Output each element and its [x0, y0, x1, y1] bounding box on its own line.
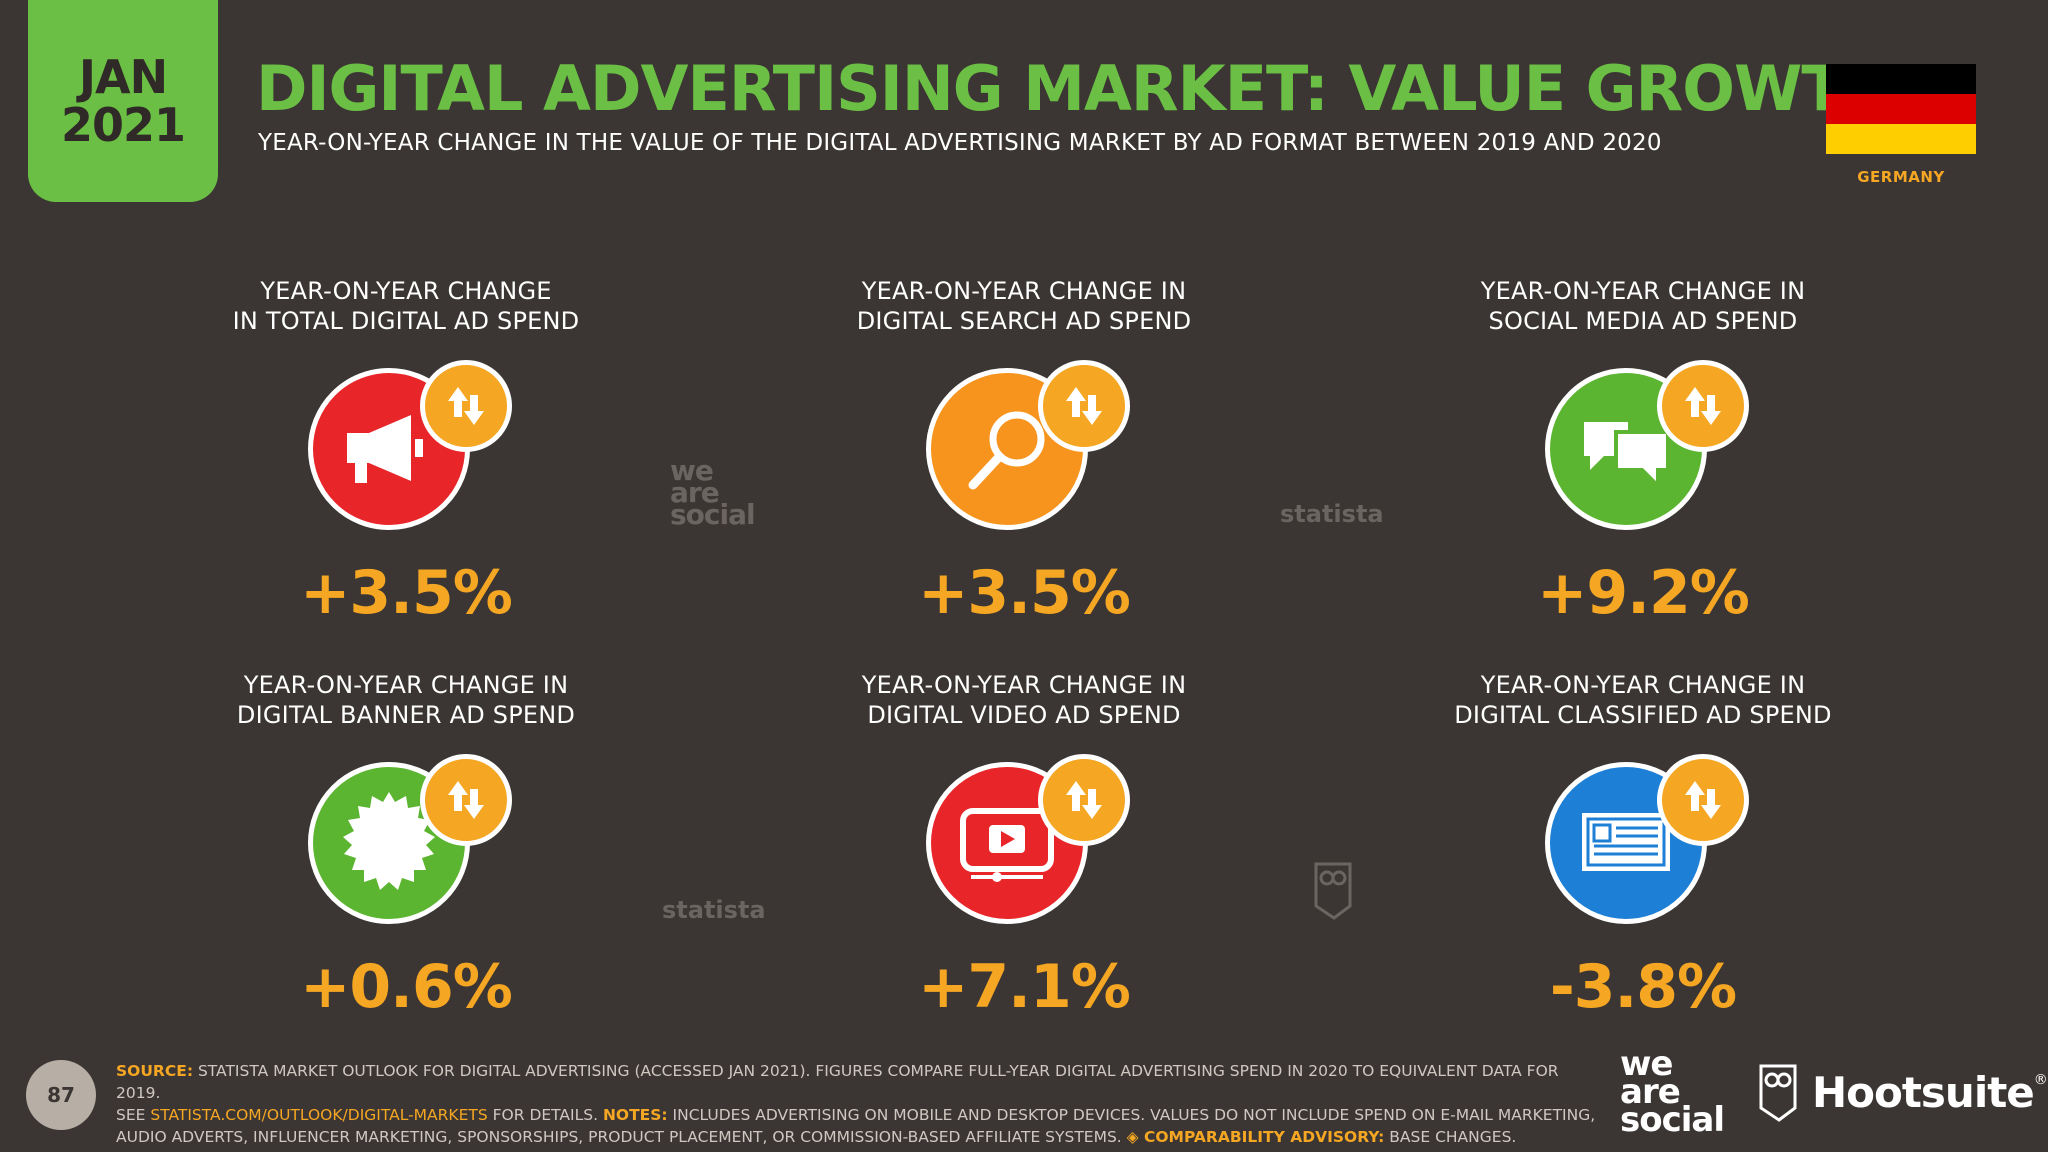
date-badge: JAN 2021 — [28, 0, 218, 202]
card-banner: YEAR-ON-YEAR CHANGE IN DIGITAL BANNER AD … — [186, 670, 626, 1022]
card-icon-group — [1533, 754, 1753, 934]
card-icon-group — [296, 360, 516, 540]
card-icon-group — [914, 360, 1134, 540]
country-label: GERMANY — [1857, 168, 1945, 186]
date-month: JAN — [78, 49, 168, 104]
notes-label: NOTES: — [602, 1106, 668, 1124]
card-value: +9.2% — [1537, 558, 1750, 628]
card-value: +0.6% — [300, 952, 513, 1022]
card-value: -3.8% — [1549, 952, 1737, 1022]
card-label: YEAR-ON-YEAR CHANGE IN DIGITAL VIDEO AD S… — [861, 671, 1187, 729]
footer-source: SOURCE: STATISTA MARKET OUTLOOK FOR DIGI… — [116, 1062, 1596, 1146]
advisory-label: ◈ COMPARABILITY ADVISORY: — [1126, 1128, 1385, 1146]
germany-flag-icon — [1826, 64, 1976, 154]
up-down-arrows-icon — [420, 360, 512, 452]
we-are-social-logo: we are social — [1620, 1044, 1725, 1140]
card-label: YEAR-ON-YEAR CHANGE IN DIGITAL CLASSIFIED… — [1454, 671, 1832, 729]
card-icon-group — [296, 754, 516, 934]
card-value: +3.5% — [918, 558, 1131, 628]
watermark-statista-1: statista — [1280, 500, 1384, 528]
card-value: +3.5% — [300, 558, 513, 628]
source-text: STATISTA MARKET OUTLOOK FOR DIGITAL ADVE… — [116, 1062, 1559, 1102]
page-number: 87 — [26, 1060, 96, 1130]
owl-icon — [1759, 1064, 1797, 1122]
card-classified: YEAR-ON-YEAR CHANGE IN DIGITAL CLASSIFIED… — [1423, 670, 1863, 1022]
page-title: DIGITAL ADVERTISING MARKET: VALUE GROWTH — [256, 52, 1895, 125]
up-down-arrows-icon — [1657, 754, 1749, 846]
watermark-statista-2: statista — [662, 896, 766, 924]
card-search: YEAR-ON-YEAR CHANGE IN DIGITAL SEARCH AD … — [804, 276, 1244, 628]
card-icon-group — [914, 754, 1134, 934]
card-value: +7.1% — [918, 952, 1131, 1022]
watermark-was: we are social — [670, 454, 756, 531]
card-label: YEAR-ON-YEAR CHANGE IN TOTAL DIGITAL AD S… — [232, 277, 580, 335]
up-down-arrows-icon — [1038, 360, 1130, 452]
up-down-arrows-icon — [1657, 360, 1749, 452]
up-down-arrows-icon — [1038, 754, 1130, 846]
watermark-owl-icon — [1312, 860, 1354, 924]
statista-link[interactable]: STATISTA.COM/OUTLOOK/DIGITAL-MARKETS — [150, 1106, 488, 1124]
card-total-digital: YEAR-ON-YEAR CHANGE IN TOTAL DIGITAL AD S… — [186, 276, 626, 628]
card-label: YEAR-ON-YEAR CHANGE IN DIGITAL BANNER AD … — [236, 671, 576, 729]
card-label: YEAR-ON-YEAR CHANGE IN SOCIAL MEDIA AD SP… — [1480, 277, 1806, 335]
up-down-arrows-icon — [420, 754, 512, 846]
card-label: YEAR-ON-YEAR CHANGE IN DIGITAL SEARCH AD … — [856, 277, 1192, 335]
source-label: SOURCE: — [116, 1062, 194, 1080]
date-year: 2021 — [60, 98, 186, 152]
card-video: YEAR-ON-YEAR CHANGE IN DIGITAL VIDEO AD S… — [804, 670, 1244, 1022]
card-social-media: YEAR-ON-YEAR CHANGE IN SOCIAL MEDIA AD SP… — [1423, 276, 1863, 628]
page-subtitle: YEAR-ON-YEAR CHANGE IN THE VALUE OF THE … — [258, 130, 1662, 156]
hootsuite-logo: Hootsuite ® — [1756, 1062, 2048, 1122]
speech-bubbles-icon — [1545, 368, 1707, 530]
card-icon-group — [1533, 360, 1753, 540]
